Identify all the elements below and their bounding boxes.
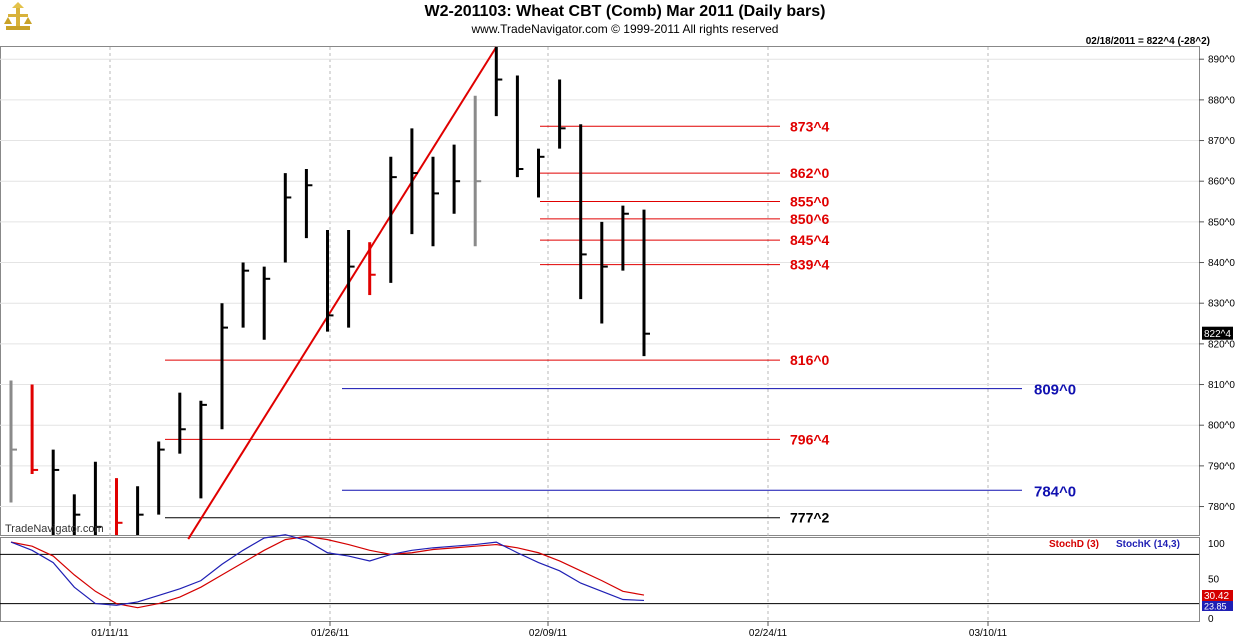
- price-tick-label: 850^0: [1208, 217, 1235, 228]
- price-tick-label: 790^0: [1208, 461, 1235, 472]
- price-tick-label: 840^0: [1208, 258, 1235, 269]
- stochd-value-box: [1202, 590, 1233, 601]
- stoch-tick-label: 100: [1208, 539, 1225, 550]
- price-panel-frame: [0, 46, 1200, 536]
- price-tick-label: 810^0: [1208, 380, 1235, 391]
- trendline: [187, 46, 498, 540]
- price-tick-label: 860^0: [1208, 177, 1235, 188]
- chart-title: W2-201103: Wheat CBT (Comb) Mar 2011 (Da…: [424, 3, 826, 20]
- chart-subtitle: www.TradeNavigator.com © 1999-2011 All r…: [471, 22, 779, 36]
- date-tick-label: 02/24/11: [749, 628, 788, 639]
- level-label: 816^0: [790, 352, 830, 368]
- level-label: 862^0: [790, 165, 830, 181]
- date-tick-label: 01/11/11: [91, 628, 129, 639]
- level-label: 784^0: [1034, 483, 1076, 500]
- date-tick-label: 02/09/11: [529, 628, 568, 639]
- stoch-series-line: [10, 534, 645, 606]
- price-tick-label: 880^0: [1208, 95, 1235, 106]
- stochk-value-box: [1202, 601, 1233, 611]
- last-price-box: [1202, 326, 1233, 340]
- level-label: 839^4: [790, 257, 830, 273]
- date-tick-label: 01/26/11: [311, 628, 350, 639]
- legend-stochk: StochK (14,3): [1116, 539, 1180, 550]
- price-tick-label: 820^0: [1208, 339, 1235, 350]
- stoch-tick-label: 0: [1208, 614, 1214, 625]
- watermark: TradeNavigator.com: [5, 523, 104, 535]
- price-tick-label: 780^0: [1208, 502, 1235, 513]
- stochk-value-label: 23.85: [1204, 602, 1227, 612]
- level-label: 855^0: [790, 194, 830, 210]
- price-tick-label: 890^0: [1208, 55, 1235, 66]
- level-label: 873^4: [790, 118, 830, 134]
- grid: [0, 47, 1199, 620]
- date-axis: 01/11/11 01/26/11 02/09/11 02/24/11 03/10/11: [91, 621, 1008, 639]
- level-label: 845^4: [790, 232, 830, 248]
- date-tick-label: 03/10/11: [969, 628, 1008, 639]
- legend-stochd: StochD (3): [1049, 539, 1099, 550]
- level-label: 777^2: [790, 510, 830, 526]
- price-bars: [9, 47, 650, 535]
- last-price-info: 02/18/2011 = 822^4 (-28^2): [1085, 36, 1210, 47]
- price-tick-label: 800^0: [1208, 421, 1235, 432]
- level-label: 850^6: [790, 211, 830, 227]
- level-label: 809^0: [1034, 382, 1076, 399]
- price-axis: 780^0 790^0 800^0 810^0 820^0 830^0 840^0 850^0…: [1199, 55, 1235, 513]
- stochd-value-label: 30.42: [1204, 591, 1229, 602]
- price-tick-label: 870^0: [1208, 136, 1235, 147]
- trade-navigator-logo-icon: [2, 2, 34, 32]
- last-price-label: 822^4: [1204, 329, 1231, 340]
- price-tick-label: 830^0: [1208, 299, 1235, 310]
- stoch-tick-label: 50: [1208, 575, 1220, 586]
- stoch-series-line: [10, 535, 645, 609]
- uptrend-line: [187, 46, 498, 540]
- stoch-panel-frame: [0, 537, 1200, 622]
- level-label: 796^4: [790, 431, 830, 447]
